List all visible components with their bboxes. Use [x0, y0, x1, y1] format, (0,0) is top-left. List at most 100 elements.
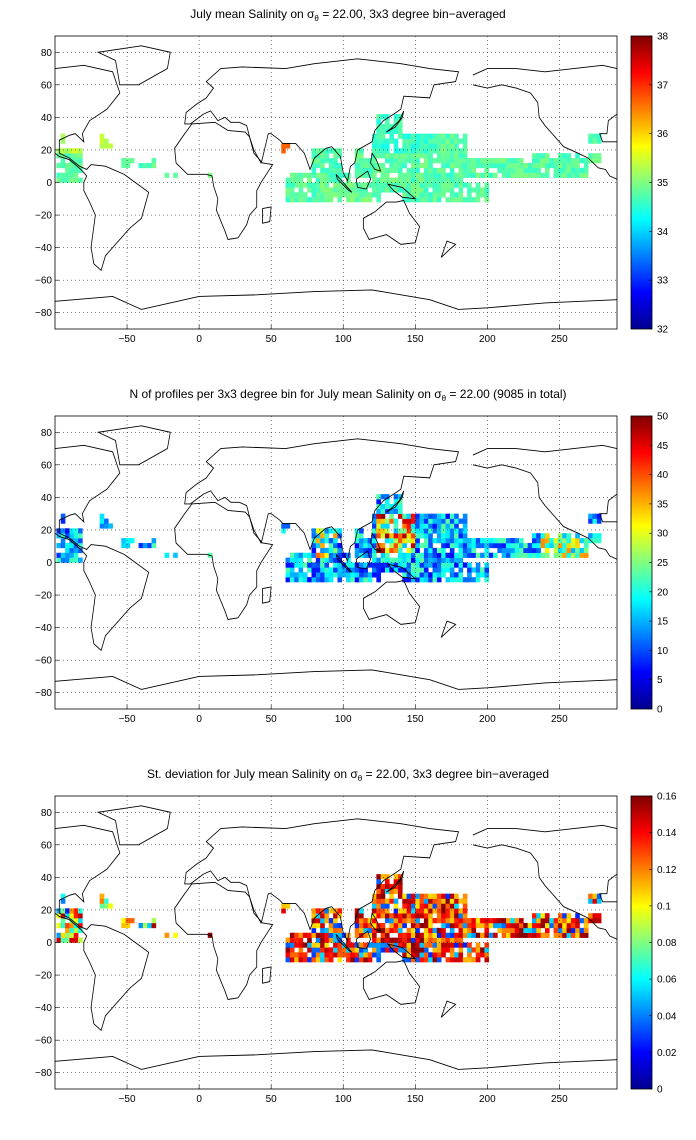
data-cell [65, 153, 70, 159]
colorbar-gradient [630, 35, 653, 330]
data-cell [73, 167, 79, 174]
data-cell [419, 557, 425, 563]
data-cell [367, 562, 373, 568]
data-cell [441, 518, 446, 524]
data-cell [575, 158, 580, 164]
data-cell [484, 538, 490, 544]
data-cell [350, 942, 356, 948]
data-cell [302, 932, 308, 938]
data-cell [432, 557, 438, 563]
data-cell [285, 197, 291, 203]
data-cell [393, 528, 399, 534]
data-cell [393, 567, 399, 573]
data-cell [78, 908, 83, 914]
data-cell [294, 572, 299, 578]
data-cell [372, 898, 377, 904]
data-cell [380, 937, 386, 943]
colorbar-tick-label: 15 [657, 617, 669, 628]
data-cell [423, 187, 429, 193]
data-cell [475, 192, 481, 198]
data-cell [428, 153, 433, 159]
data-cell [307, 567, 312, 573]
data-cell [544, 932, 550, 938]
data-cell [449, 138, 455, 144]
data-cell [311, 187, 317, 193]
data-cell [397, 187, 403, 193]
data-cell [333, 158, 338, 164]
data-cell [475, 162, 481, 169]
data-cell [501, 167, 507, 174]
y-tick-label: −40 [35, 623, 52, 634]
data-cell [449, 533, 455, 539]
data-cell [384, 562, 390, 568]
data-cell [333, 557, 338, 563]
data-cell [449, 177, 455, 183]
data-cell [393, 162, 399, 169]
x-tick-label: 0 [196, 714, 202, 725]
data-cell [575, 533, 580, 539]
data-cell [372, 138, 377, 144]
data-cell [445, 197, 451, 203]
data-cell [458, 547, 464, 554]
x-tick-label: 250 [551, 334, 568, 345]
data-cell [315, 197, 321, 203]
data-cell [493, 542, 498, 549]
data-cell [419, 937, 425, 943]
data-cell [372, 893, 377, 899]
data-cell [372, 158, 377, 164]
data-cell [441, 918, 446, 924]
data-cell [406, 533, 412, 539]
data-cell [423, 182, 429, 188]
data-cell [380, 562, 386, 568]
data-cell [380, 947, 386, 953]
data-cell [514, 552, 520, 558]
data-cell [480, 952, 485, 958]
data-cell [432, 187, 438, 193]
data-cell [142, 162, 148, 169]
data-cell [436, 148, 442, 154]
data-cell [311, 942, 317, 948]
data-cell [328, 187, 334, 193]
data-cell [406, 942, 412, 948]
data-cell [311, 552, 317, 558]
data-cell [410, 942, 416, 948]
data-cell [324, 197, 330, 203]
data-cell [350, 577, 356, 583]
data-cell [359, 572, 364, 578]
data-cell [60, 533, 66, 539]
data-cell [436, 187, 442, 193]
data-cell [346, 957, 351, 963]
data-cell [328, 918, 334, 924]
data-cell [471, 158, 477, 164]
data-cell [402, 538, 407, 544]
data-cell [484, 187, 490, 193]
data-cell [367, 547, 373, 554]
data-cell [380, 128, 386, 134]
data-cell [320, 542, 325, 549]
data-cell [406, 957, 412, 963]
data-cell [575, 918, 580, 924]
data-cell [384, 937, 390, 943]
data-cell [445, 533, 451, 539]
data-cell [389, 888, 394, 894]
data-cell [380, 494, 386, 500]
data-cell [480, 947, 485, 953]
data-cell [406, 893, 412, 899]
data-cell [462, 542, 468, 549]
data-cell [553, 922, 559, 929]
data-cell [510, 167, 515, 174]
data-cell [436, 952, 442, 958]
colorbar-tick-label: 0.08 [657, 938, 677, 949]
colorbar-tick-label: 0.04 [657, 1011, 677, 1022]
data-cell [575, 153, 580, 159]
data-cell [562, 932, 567, 938]
data-cell [566, 153, 572, 159]
data-cell [108, 903, 113, 909]
data-cell [78, 557, 83, 563]
data-cell [341, 942, 347, 948]
data-cell [510, 547, 515, 554]
colorbar-tick-label: 20 [657, 587, 669, 598]
data-cell [402, 513, 407, 519]
data-cell [501, 542, 507, 549]
data-cell [78, 937, 83, 943]
